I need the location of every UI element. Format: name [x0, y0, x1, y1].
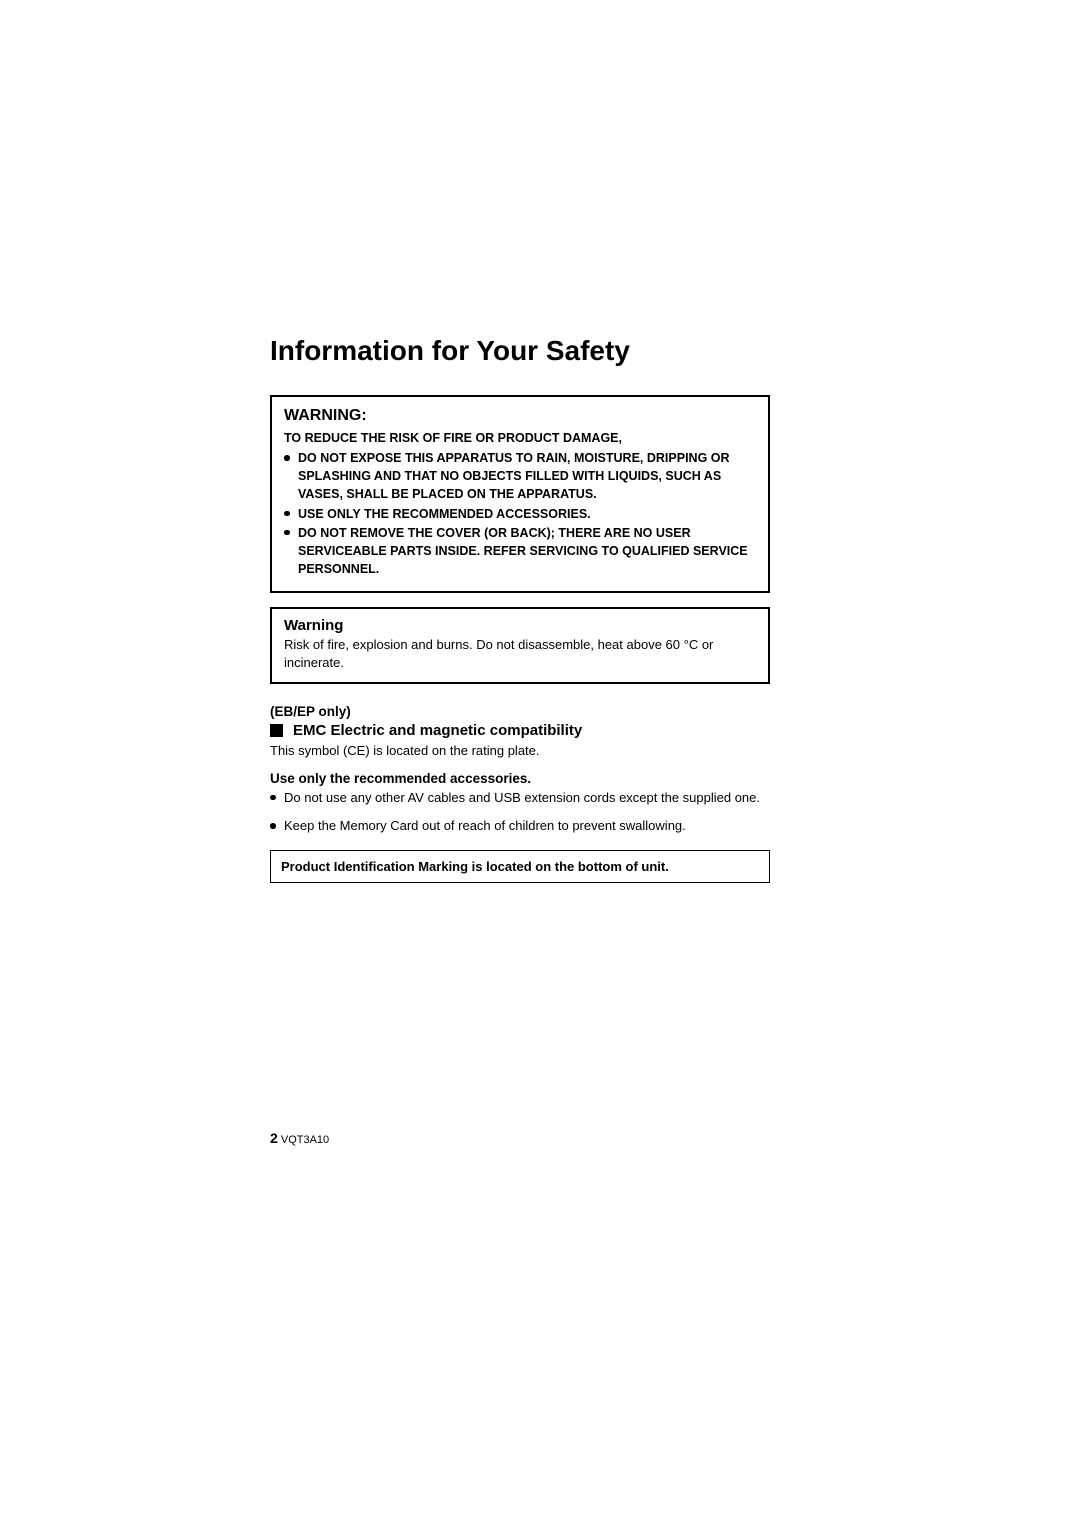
document-code: VQT3A10 — [281, 1134, 329, 1146]
accessories-heading: Use only the recommended accessories. — [270, 771, 770, 786]
main-title: Information for Your Safety — [270, 335, 770, 367]
page-content: Information for Your Safety WARNING: TO … — [270, 335, 770, 883]
region-label: (EB/EP only) — [270, 704, 770, 719]
warning-bullet-item: USE ONLY THE RECOMMENDED ACCESSORIES. — [284, 505, 756, 523]
warning-bullet-item: DO NOT REMOVE THE COVER (OR BACK); THERE… — [284, 524, 756, 578]
product-id-box: Product Identification Marking is locate… — [270, 850, 770, 883]
square-bullet-icon — [270, 724, 283, 737]
accessories-bullet-item: Do not use any other AV cables and USB e… — [270, 789, 770, 808]
warning2-body: Risk of fire, explosion and burns. Do no… — [284, 636, 756, 672]
accessories-bullet-item: Keep the Memory Card out of reach of chi… — [270, 817, 770, 836]
warning-heading: WARNING: — [284, 407, 756, 425]
warning-bullet-list: DO NOT EXPOSE THIS APPARATUS TO RAIN, MO… — [284, 449, 756, 578]
emc-body-text: This symbol (CE) is located on the ratin… — [270, 742, 770, 760]
warning2-heading: Warning — [284, 617, 756, 634]
page-number: 2 — [270, 1130, 278, 1146]
accessories-bullet-list: Do not use any other AV cables and USB e… — [270, 789, 770, 837]
emc-section-heading: EMC Electric and magnetic compatibility — [270, 722, 770, 739]
warning-box-secondary: Warning Risk of fire, explosion and burn… — [270, 607, 770, 684]
warning-box-primary: WARNING: TO REDUCE THE RISK OF FIRE OR P… — [270, 395, 770, 593]
emc-heading-text: EMC Electric and magnetic compatibility — [293, 722, 582, 739]
product-id-text: Product Identification Marking is locate… — [281, 859, 759, 874]
warning-subtitle: TO REDUCE THE RISK OF FIRE OR PRODUCT DA… — [284, 429, 756, 447]
page-footer: 2 VQT3A10 — [270, 1130, 329, 1146]
warning-bullet-item: DO NOT EXPOSE THIS APPARATUS TO RAIN, MO… — [284, 449, 756, 503]
